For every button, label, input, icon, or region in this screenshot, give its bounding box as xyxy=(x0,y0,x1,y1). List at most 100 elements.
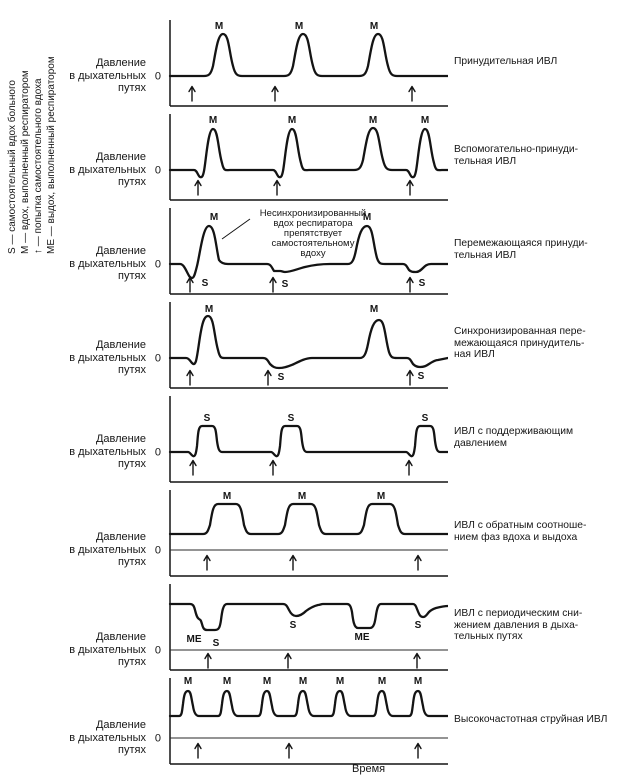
pressure-waveform-plot: 0 M M M xyxy=(155,20,448,107)
pressure-axis-label-line: в дыхательных xyxy=(69,163,146,176)
breath-mark-m: M xyxy=(421,115,429,126)
pressure-axis-label-line: Давление xyxy=(95,57,146,69)
pressure-axis-label-line: в дыхательных xyxy=(69,69,146,82)
pressure-waveform-plot: 0 M M S S xyxy=(155,302,448,389)
inspiratory-effort-arrow-icon xyxy=(269,276,277,293)
pressure-axis-label-line: Давление xyxy=(95,151,146,163)
panel-high-frequency-jet-ventilation: Давление в дыхательных путях 0 M M M M M M M Высо… xyxy=(0,676,618,770)
annotation-text-line: препятствует xyxy=(284,228,343,239)
pressure-axis-label: Давление в дыхательных путях xyxy=(0,433,146,471)
zero-tick-label: 0 xyxy=(155,259,161,271)
breath-mark-m: M xyxy=(363,212,371,223)
waveform-curve xyxy=(168,502,448,536)
panel-intermittent-mandatory-ventilation: Давление в дыхательных путях 0 M M S S S Несинхр… xyxy=(0,206,618,300)
annotation-text-line: вдоху xyxy=(300,248,325,259)
zero-tick-label: 0 xyxy=(155,165,161,177)
inspiratory-effort-arrow-icon xyxy=(269,459,277,476)
inspiratory-effort-arrow-icon xyxy=(414,554,422,571)
waveform-curve xyxy=(168,126,448,179)
pressure-axis-label-line: в дыхательных xyxy=(69,643,146,656)
breath-mark-s: S xyxy=(278,372,285,383)
zero-tick-label: 0 xyxy=(155,545,161,557)
pressure-waveform-plot: 0 M M M M M M M xyxy=(155,676,448,765)
inspiratory-effort-arrow-icon xyxy=(413,652,421,669)
inspiratory-effort-arrow-icon xyxy=(194,742,202,759)
pressure-waveform-plot: 0 S S S xyxy=(155,396,448,483)
panel-pressure-support-ventilation: Давление в дыхательных путях 0 S S S ИВЛ с по… xyxy=(0,394,618,488)
pressure-axis-label-line: путях xyxy=(118,458,146,470)
waveform-curve xyxy=(168,689,448,718)
breath-mark-m: M xyxy=(370,21,378,32)
pressure-waveform-plot: 0 ME S S ME S xyxy=(155,584,448,671)
pressure-axis-label-line: в дыхательных xyxy=(69,731,146,744)
breath-mark-m: M xyxy=(209,115,217,126)
waveform-curve xyxy=(168,224,448,280)
inspiratory-effort-arrow-icon xyxy=(264,369,272,386)
pressure-axis-label-line: путях xyxy=(118,364,146,376)
waveform-curve xyxy=(168,602,448,632)
pressure-axis-label-line: Давление xyxy=(95,433,146,445)
inspiratory-effort-arrow-icon xyxy=(188,85,196,102)
ventilation-mode-label: Вспомогательно-принуди- тельная ИВЛ xyxy=(454,144,579,167)
breath-mark-me: ME xyxy=(187,634,202,645)
breath-mark-s: S xyxy=(419,278,426,289)
breath-mark-m: M xyxy=(414,676,422,687)
inspiratory-effort-arrow-icon xyxy=(203,554,211,571)
panel-airway-pressure-release-ventilation: Давление в дыхательных путях 0 ME S S ME S ИВЛ … xyxy=(0,582,618,676)
breath-mark-m: M xyxy=(370,304,378,315)
breath-mark-m: M xyxy=(223,676,231,687)
annotation-text-line: вдох респиратора xyxy=(273,218,353,229)
panel-inverse-ratio-ventilation: Давление в дыхательных путях 0 M M M ИВЛ с об… xyxy=(0,488,618,582)
breath-mark-m: M xyxy=(298,491,306,502)
pressure-axis-label: Давление в дыхательных путях xyxy=(0,245,146,283)
panel-forced-ventilation: Давление в дыхательных путях 0 M M M Принудит… xyxy=(0,18,618,112)
zero-tick-label: 0 xyxy=(155,71,161,83)
inspiratory-effort-arrow-icon xyxy=(194,179,202,196)
inspiratory-effort-arrow-icon xyxy=(284,652,292,669)
inspiratory-effort-arrow-icon xyxy=(271,85,279,102)
pressure-axis-label-line: в дыхательных xyxy=(69,351,146,364)
inspiratory-effort-arrow-icon xyxy=(406,369,414,386)
inspiratory-effort-arrow-icon xyxy=(414,742,422,759)
ventilation-mode-label: Синхронизированная пере- межающаяся прин… xyxy=(454,326,586,360)
inspiratory-effort-arrow-icon xyxy=(405,459,413,476)
waveform-curve xyxy=(168,314,448,370)
ventilation-mode-label: Перемежающаяся принуди- тельная ИВЛ xyxy=(454,238,588,261)
pressure-axis-label-line: Давление xyxy=(95,719,146,731)
pressure-axis-label-line: путях xyxy=(118,176,146,188)
inspiratory-effort-arrow-icon xyxy=(406,179,414,196)
inspiratory-effort-arrow-icon xyxy=(186,276,194,293)
pressure-axis-label-line: в дыхательных xyxy=(69,257,146,270)
annotation-text-line: Несинхронизированный xyxy=(260,208,366,219)
breath-mark-m: M xyxy=(377,491,385,502)
pressure-axis-label-line: Давление xyxy=(95,631,146,643)
breath-mark-s: S xyxy=(415,620,422,631)
breath-mark-m: M xyxy=(336,676,344,687)
pressure-axis-label-line: путях xyxy=(118,556,146,568)
pressure-axis-label: Давление в дыхательных путях xyxy=(0,631,146,669)
pressure-axis-label: Давление в дыхательных путях xyxy=(0,531,146,569)
pressure-waveform-plot: 0 M M M xyxy=(155,490,448,577)
breath-mark-m: M xyxy=(288,115,296,126)
breath-mark-s: S xyxy=(282,279,289,290)
breath-mark-m: M xyxy=(295,21,303,32)
inspiratory-effort-arrow-icon xyxy=(189,459,197,476)
inspiratory-effort-arrow-icon xyxy=(273,179,281,196)
inspiratory-effort-arrow-icon xyxy=(186,369,194,386)
panel-assist-control-ventilation: Давление в дыхательных путях 0 M M M M Вспомог… xyxy=(0,112,618,206)
pressure-axis-label-line: путях xyxy=(118,656,146,668)
zero-tick-label: 0 xyxy=(155,733,161,745)
breath-mark-s: S xyxy=(290,620,297,631)
breath-mark-m: M xyxy=(205,304,213,315)
pressure-axis-label-line: Давление xyxy=(95,531,146,543)
zero-tick-label: 0 xyxy=(155,645,161,657)
panel-synchronized-intermittent-mandatory-ventilation: Давление в дыхательных путях 0 M M S S Синхрон… xyxy=(0,300,618,394)
ventilation-mode-label: ИВЛ с периодическим сни- жением давления… xyxy=(454,608,583,642)
pressure-axis-label-line: Давление xyxy=(95,339,146,351)
annotation-pointer-line xyxy=(221,218,251,240)
breath-mark-s: S xyxy=(288,413,295,424)
pressure-axis-label-line: путях xyxy=(118,744,146,756)
time-axis-label: Время xyxy=(352,763,386,775)
